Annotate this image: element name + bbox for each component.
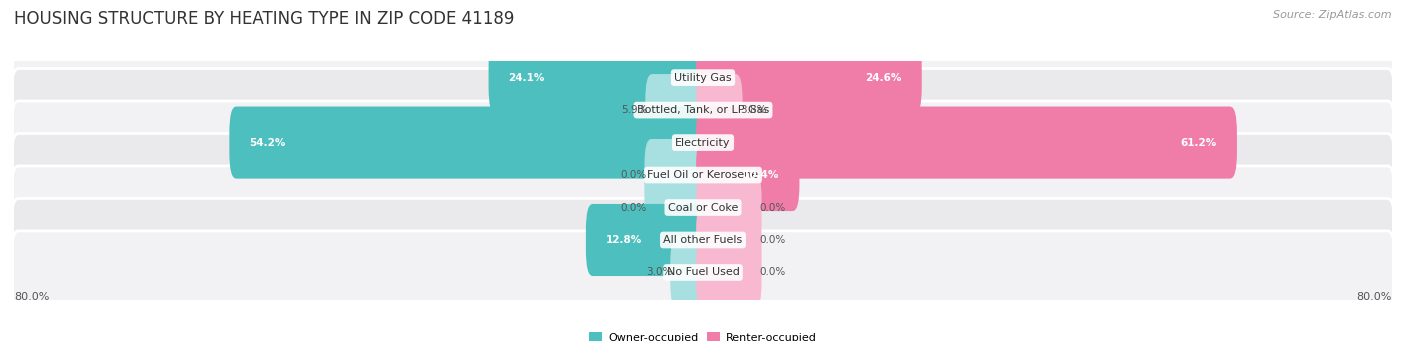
Text: 0.0%: 0.0% xyxy=(621,170,647,180)
Text: 12.8%: 12.8% xyxy=(606,235,643,245)
FancyBboxPatch shape xyxy=(11,69,1395,152)
Text: 0.0%: 0.0% xyxy=(759,267,785,278)
FancyBboxPatch shape xyxy=(696,74,742,146)
Text: Electricity: Electricity xyxy=(675,137,731,148)
FancyBboxPatch shape xyxy=(229,106,710,179)
FancyBboxPatch shape xyxy=(696,42,922,114)
Text: 24.1%: 24.1% xyxy=(509,73,544,83)
Text: Fuel Oil or Kerosene: Fuel Oil or Kerosene xyxy=(647,170,759,180)
FancyBboxPatch shape xyxy=(11,166,1395,249)
Text: Source: ZipAtlas.com: Source: ZipAtlas.com xyxy=(1274,10,1392,20)
FancyBboxPatch shape xyxy=(696,106,1237,179)
Text: 0.0%: 0.0% xyxy=(621,203,647,212)
Text: 3.0%: 3.0% xyxy=(647,267,673,278)
Text: 24.6%: 24.6% xyxy=(866,73,901,83)
Text: Bottled, Tank, or LP Gas: Bottled, Tank, or LP Gas xyxy=(637,105,769,115)
FancyBboxPatch shape xyxy=(696,236,762,309)
Text: 0.0%: 0.0% xyxy=(759,203,785,212)
FancyBboxPatch shape xyxy=(11,231,1395,314)
FancyBboxPatch shape xyxy=(11,36,1395,119)
FancyBboxPatch shape xyxy=(11,133,1395,217)
Text: Utility Gas: Utility Gas xyxy=(675,73,731,83)
FancyBboxPatch shape xyxy=(644,139,710,211)
FancyBboxPatch shape xyxy=(586,204,710,276)
Text: 0.0%: 0.0% xyxy=(759,235,785,245)
Legend: Owner-occupied, Renter-occupied: Owner-occupied, Renter-occupied xyxy=(585,328,821,341)
Text: Coal or Coke: Coal or Coke xyxy=(668,203,738,212)
Text: 61.2%: 61.2% xyxy=(1181,137,1218,148)
Text: All other Fuels: All other Fuels xyxy=(664,235,742,245)
Text: 80.0%: 80.0% xyxy=(1357,292,1392,302)
FancyBboxPatch shape xyxy=(488,42,710,114)
FancyBboxPatch shape xyxy=(645,74,710,146)
FancyBboxPatch shape xyxy=(11,198,1395,282)
FancyBboxPatch shape xyxy=(11,101,1395,184)
Text: 5.9%: 5.9% xyxy=(621,105,648,115)
FancyBboxPatch shape xyxy=(696,139,800,211)
FancyBboxPatch shape xyxy=(696,172,762,243)
FancyBboxPatch shape xyxy=(671,236,710,309)
Text: 54.2%: 54.2% xyxy=(249,137,285,148)
Text: 3.8%: 3.8% xyxy=(740,105,766,115)
Text: No Fuel Used: No Fuel Used xyxy=(666,267,740,278)
FancyBboxPatch shape xyxy=(644,172,710,243)
FancyBboxPatch shape xyxy=(696,204,762,276)
Text: 10.4%: 10.4% xyxy=(744,170,780,180)
Text: 80.0%: 80.0% xyxy=(14,292,49,302)
Text: HOUSING STRUCTURE BY HEATING TYPE IN ZIP CODE 41189: HOUSING STRUCTURE BY HEATING TYPE IN ZIP… xyxy=(14,10,515,28)
